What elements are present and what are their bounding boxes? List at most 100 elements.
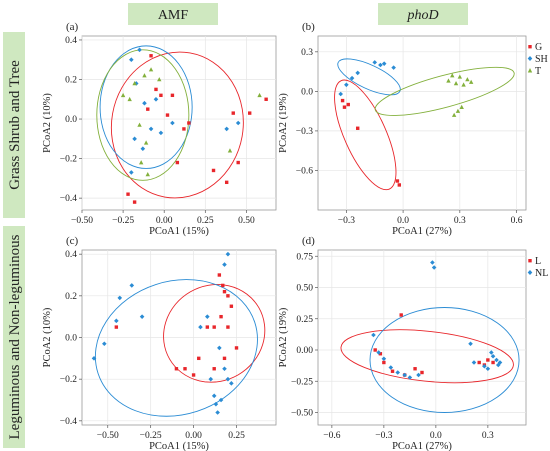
y-tick-label: 0.2 [65,292,77,302]
data-point [450,73,455,78]
data-point [485,366,491,372]
data-point [145,172,150,177]
data-point [471,360,477,365]
data-point [226,294,230,298]
data-point [465,77,470,82]
x-tick-label: 0.0 [397,216,409,226]
y-axis-label: PCoA2 (10%) [42,93,53,153]
data-point [234,346,239,350]
plot-frame [317,249,527,426]
y-tick-label: 0.50 [296,284,313,294]
y-tick-label: −0.25 [291,377,313,387]
data-point [235,120,241,126]
data-point [142,100,147,106]
data-point [486,358,490,362]
data-point [138,160,144,165]
data-point [159,93,163,98]
data-point [482,363,487,369]
x-tick-label: −0.25 [112,216,134,226]
row-header-legume [3,226,25,448]
confidence-ellipse [110,51,244,199]
data-point [218,397,224,403]
x-tick-label: −0.50 [97,431,119,441]
x-axis-label: PCoA1 (27%) [392,441,452,451]
y-axis-label: PCoA2 (10%) [42,307,53,367]
data-point [451,112,457,117]
data-point [395,179,400,183]
legend-label: T [535,66,541,77]
data-point [491,360,495,365]
data-point [225,376,231,382]
data-point [158,130,164,136]
data-point [129,170,134,175]
data-point [149,54,153,58]
data-point [468,341,473,347]
row-header-legume: Leguminous and Non-leguminous [7,234,23,439]
data-point [494,357,499,363]
data-point [140,146,146,152]
data-point [154,87,158,92]
data-point [129,283,135,288]
data-point [213,401,219,407]
confidence-ellipse [369,307,520,413]
data-point [132,81,137,86]
data-point [477,360,481,365]
data-point [468,79,474,84]
y-tick-label: 0.3 [301,48,313,58]
confidence-ellipse [374,66,515,116]
panel-label: (c) [66,235,79,247]
data-point [247,111,252,115]
data-point [381,61,387,66]
data-point [420,370,424,375]
data-point [219,314,223,319]
data-point [455,108,461,113]
data-point [264,97,268,101]
data-point [388,365,394,370]
data-point [165,113,170,117]
data-point [378,352,383,356]
x-tick-label: 0.50 [238,216,255,226]
data-point [187,121,191,125]
data-point [143,140,149,145]
confidence-ellipse [340,329,514,384]
legend-label: SH [535,54,548,65]
x-axis-label: PCoA1 (15%) [149,226,209,237]
panel-label: (a) [66,21,79,33]
data-point [222,366,227,372]
data-point [182,127,186,131]
panel-label: (d) [302,235,315,247]
column-header-phod: phoD [406,8,438,23]
data-point [170,93,175,98]
data-point [431,265,437,270]
data-point [222,262,227,267]
data-point [356,126,360,130]
x-tick-label: 0.0 [430,431,442,441]
data-point [129,57,134,63]
data-point [114,325,119,329]
y-tick-label: 0.2 [65,76,77,86]
data-point [224,180,229,185]
x-tick-label: −0.3 [338,216,355,226]
y-tick-label: 0.25 [296,315,313,325]
panel-label: (b) [302,21,315,33]
data-point [402,372,407,378]
data-point [376,350,381,355]
data-point [183,367,187,371]
data-point [117,295,123,301]
data-point [137,122,142,127]
row-header-growth-form: Grass Shrub and Tree [7,60,23,190]
data-point [120,92,126,98]
y-axis-label: PCoA2 (19%) [278,93,289,153]
data-point [391,65,396,70]
data-point [224,126,229,132]
column-header-amf: AMF [158,8,189,23]
data-point [142,73,147,78]
data-point [137,47,142,53]
data-point [390,369,395,373]
data-point [91,356,97,361]
data-point [407,375,413,380]
data-point [430,260,435,265]
data-point [340,98,345,103]
plot-frame [317,35,527,211]
